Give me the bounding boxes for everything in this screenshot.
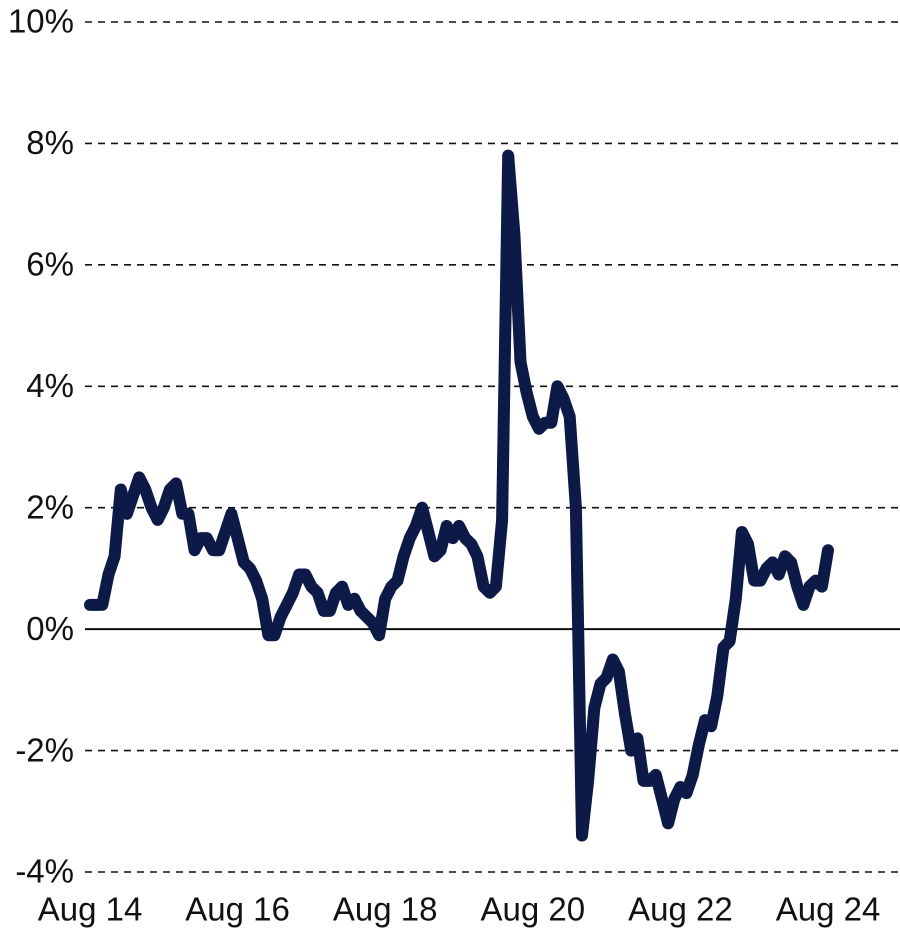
x-tick-label: Aug 16 (185, 891, 290, 928)
y-tick-label: 4% (26, 367, 74, 404)
x-tick-label: Aug 14 (38, 891, 143, 928)
y-tick-label: -2% (15, 731, 74, 768)
y-tick-label: 2% (26, 488, 74, 525)
y-tick-label: 10% (8, 3, 74, 40)
x-tick-label: Aug 18 (333, 891, 438, 928)
line-series (84, 149, 834, 842)
x-tick-label: Aug 24 (776, 891, 881, 928)
y-tick-label: -4% (15, 853, 74, 890)
x-tick-label: Aug 22 (628, 891, 733, 928)
y-tick-label: 0% (26, 610, 74, 647)
x-tick-label: Aug 20 (481, 891, 586, 928)
y-tick-label: 6% (26, 246, 74, 283)
y-tick-label: 8% (26, 124, 74, 161)
